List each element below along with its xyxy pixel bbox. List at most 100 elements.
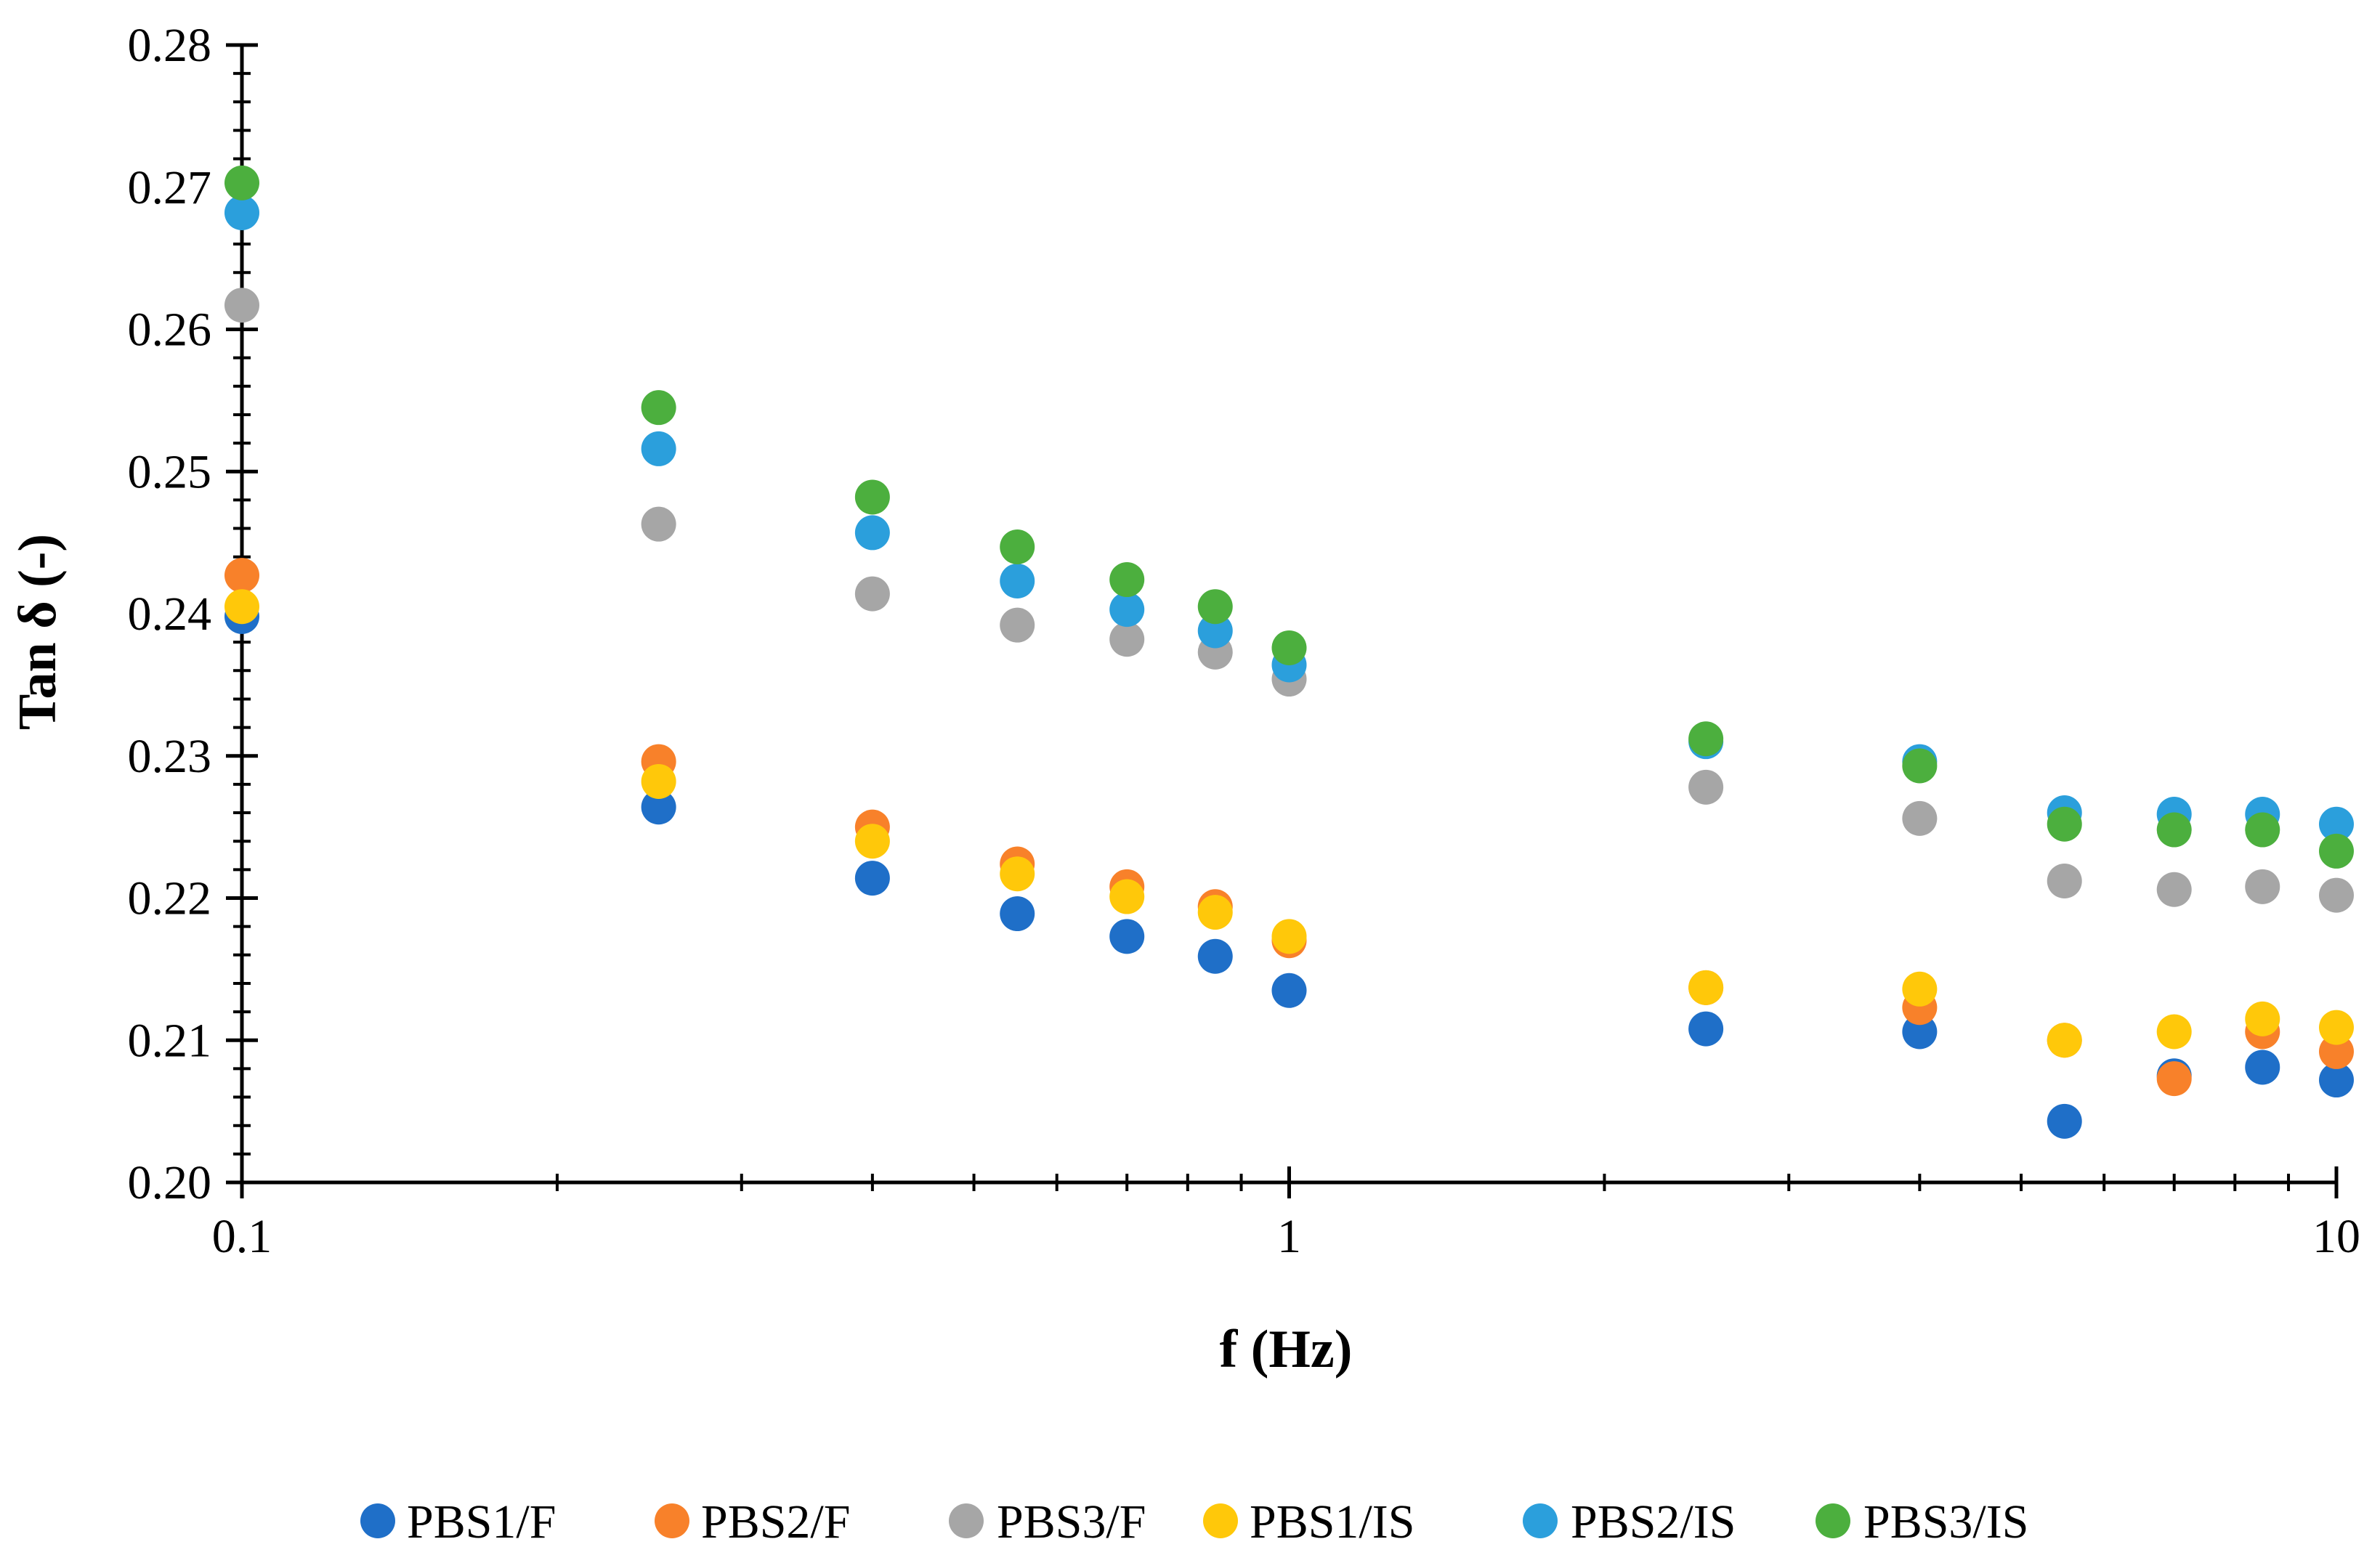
data-point bbox=[2245, 812, 2280, 848]
y-tick-label: 0.23 bbox=[128, 730, 212, 783]
data-point bbox=[1271, 919, 1307, 954]
data-point bbox=[2245, 1001, 2280, 1036]
x-axis-title: f (Hz) bbox=[1220, 1320, 1353, 1379]
legend-label: PBS3/F bbox=[997, 1495, 1146, 1548]
y-tick-label: 0.27 bbox=[128, 161, 212, 214]
data-point bbox=[1688, 769, 1724, 805]
data-point bbox=[641, 390, 676, 426]
data-point bbox=[2156, 1061, 2192, 1097]
legend-marker bbox=[1203, 1503, 1238, 1538]
data-point bbox=[2245, 1050, 2280, 1085]
x-axis-ticks: 0.1 1 10 bbox=[212, 1166, 2360, 1263]
data-point bbox=[224, 288, 259, 323]
legend-marker bbox=[360, 1503, 395, 1538]
legend-label: PBS3/IS bbox=[1863, 1495, 2028, 1548]
data-point bbox=[1197, 613, 1233, 649]
data-point bbox=[641, 506, 676, 542]
y-tick-label: 0.20 bbox=[128, 1156, 212, 1209]
data-point bbox=[854, 824, 890, 859]
y-tick-label: 0.24 bbox=[128, 588, 212, 641]
x-tick-label: 10 bbox=[2312, 1210, 2360, 1263]
data-point bbox=[1688, 721, 1724, 757]
data-point bbox=[1271, 630, 1307, 665]
legend-label: PBS1/F bbox=[407, 1495, 556, 1548]
x-tick-label: 0.1 bbox=[212, 1210, 272, 1263]
data-point bbox=[1688, 970, 1724, 1005]
data-point bbox=[2319, 1034, 2354, 1069]
y-tick-label: 0.26 bbox=[128, 304, 212, 357]
legend-label: PBS2/F bbox=[701, 1495, 850, 1548]
series-pbs2-is bbox=[224, 195, 2354, 842]
data-point bbox=[1197, 938, 1233, 974]
data-point bbox=[854, 576, 890, 612]
data-point bbox=[2319, 1063, 2354, 1098]
legend-marker bbox=[1816, 1503, 1850, 1538]
data-point bbox=[854, 479, 890, 515]
data-point bbox=[1109, 592, 1145, 628]
data-point bbox=[854, 861, 890, 896]
data-point bbox=[2319, 806, 2354, 842]
data-point bbox=[1271, 973, 1307, 1008]
data-point bbox=[2156, 872, 2192, 907]
data-point bbox=[1000, 856, 1035, 892]
data-point bbox=[224, 165, 259, 200]
legend: PBS1/F PBS2/F PBS3/F PBS1/IS PBS2/IS PBS3/IS bbox=[360, 1495, 2028, 1548]
data-point bbox=[1197, 589, 1233, 625]
legend-marker bbox=[1523, 1503, 1558, 1538]
legend-item: PBS2/F bbox=[655, 1495, 850, 1548]
data-point bbox=[641, 789, 676, 825]
data-point bbox=[1000, 529, 1035, 564]
x-tick-label: 1 bbox=[1277, 1210, 1301, 1263]
data-point bbox=[2047, 1023, 2082, 1058]
data-points bbox=[224, 165, 2354, 1139]
data-point bbox=[1109, 562, 1145, 598]
data-point bbox=[641, 431, 676, 466]
data-point bbox=[2047, 864, 2082, 899]
data-point bbox=[2319, 1010, 2354, 1045]
legend-item: PBS2/IS bbox=[1523, 1495, 1736, 1548]
data-point bbox=[2156, 812, 2192, 848]
legend-item: PBS1/IS bbox=[1203, 1495, 1414, 1548]
y-tick-label: 0.21 bbox=[128, 1014, 212, 1067]
y-axis-title: Tan δ (-) bbox=[8, 534, 68, 730]
data-point bbox=[1109, 919, 1145, 954]
data-point bbox=[1902, 748, 1938, 784]
data-point bbox=[2156, 1014, 2192, 1050]
axes bbox=[240, 45, 2336, 1185]
data-point bbox=[2319, 833, 2354, 869]
data-point bbox=[224, 558, 259, 593]
data-point bbox=[1000, 896, 1035, 932]
data-point bbox=[1902, 1014, 1938, 1050]
legend-marker bbox=[655, 1503, 689, 1538]
series-pbs1-is bbox=[224, 589, 2354, 1058]
data-point bbox=[1902, 971, 1938, 1007]
data-point bbox=[641, 763, 676, 799]
data-point bbox=[2047, 1103, 2082, 1139]
data-point bbox=[1902, 800, 1938, 836]
data-point bbox=[2245, 869, 2280, 904]
data-point bbox=[1000, 607, 1035, 643]
legend-label: PBS2/IS bbox=[1571, 1495, 1736, 1548]
data-point bbox=[854, 515, 890, 551]
legend-item: PBS3/IS bbox=[1816, 1495, 2028, 1548]
data-point bbox=[224, 195, 259, 230]
legend-label: PBS1/IS bbox=[1250, 1495, 1414, 1548]
y-axis-ticks: 0.20 0.21 0.22 0.23 0.24 0.25 0.26 0.27 0.28 bbox=[128, 19, 258, 1209]
legend-item: PBS3/F bbox=[949, 1495, 1146, 1548]
y-tick-label: 0.22 bbox=[128, 872, 212, 925]
data-point bbox=[1000, 563, 1035, 598]
y-tick-label: 0.25 bbox=[128, 445, 212, 498]
data-point bbox=[1109, 879, 1145, 914]
data-point bbox=[2047, 806, 2082, 842]
series-pbs3-f bbox=[224, 288, 2354, 913]
data-point bbox=[1109, 622, 1145, 657]
data-point bbox=[224, 589, 259, 625]
legend-marker bbox=[949, 1503, 984, 1538]
y-tick-label: 0.28 bbox=[128, 19, 212, 72]
data-point bbox=[1197, 895, 1233, 930]
legend-item: PBS1/F bbox=[360, 1495, 556, 1548]
data-point bbox=[1688, 1011, 1724, 1047]
series-pbs3-is bbox=[224, 165, 2354, 869]
data-point bbox=[2319, 877, 2354, 913]
